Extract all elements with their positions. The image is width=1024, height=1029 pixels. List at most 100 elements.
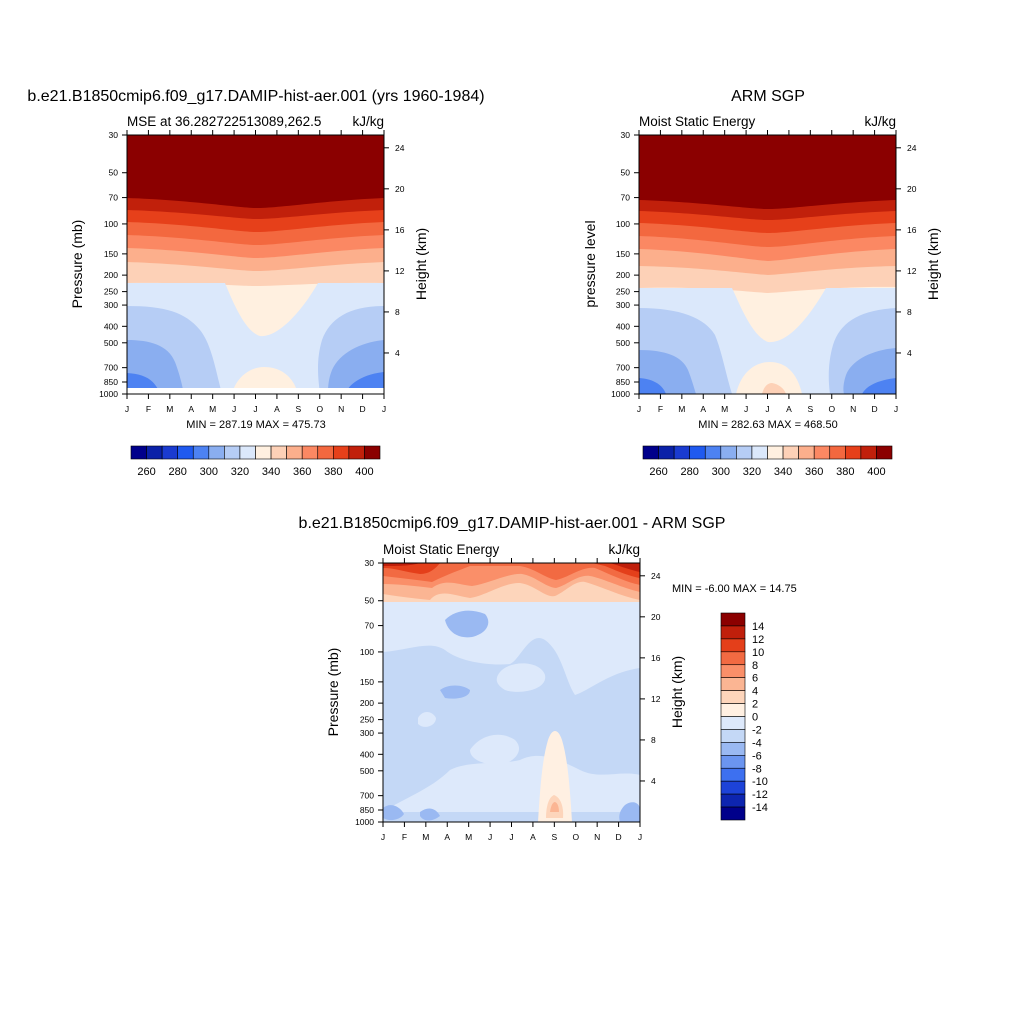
colorbar-swatch xyxy=(845,445,862,460)
x-tick-label: A xyxy=(700,404,706,414)
colorbar-swatch xyxy=(751,445,768,460)
colorbar-swatch xyxy=(208,445,225,460)
y-tick-label: 400 xyxy=(616,321,630,331)
y2-tick-label: 24 xyxy=(651,571,661,581)
y2-tick-label: 12 xyxy=(395,266,405,276)
x-tick-label: D xyxy=(616,832,622,842)
x-tick-label: D xyxy=(360,404,366,414)
y2-tick-label: 12 xyxy=(907,266,917,276)
y-tick-label: 70 xyxy=(109,193,119,203)
y-tick-label: 50 xyxy=(365,596,375,606)
y-tick-label: 850 xyxy=(360,805,374,815)
stats-model: MIN = 287.19 MAX = 475.73 xyxy=(186,419,325,431)
colorbar-label: 280 xyxy=(681,466,699,478)
colorbar-swatch xyxy=(224,445,241,460)
colorbar-label: 320 xyxy=(743,466,761,478)
colorbar-swatch xyxy=(720,767,746,782)
x-tick-label: S xyxy=(807,404,813,414)
colorbar-swatch xyxy=(255,445,272,460)
y2-axis-label-diff: Height (km) xyxy=(669,656,685,728)
y-tick-label: 150 xyxy=(360,677,374,687)
field-band-1 xyxy=(639,308,896,394)
y-tick-label: 200 xyxy=(104,270,118,280)
y2-axis-label-model: Height (km) xyxy=(413,228,429,300)
y-tick-label: 250 xyxy=(104,287,118,297)
x-tick-label: J xyxy=(894,404,898,414)
colorbar-label: -8 xyxy=(752,763,762,775)
y-tick-label: 500 xyxy=(616,338,630,348)
y-tick-label: 150 xyxy=(616,249,630,259)
axes-model: J F M A M J J A S O N D J 30 50 70 100 150 200 250 300 400 500… xyxy=(99,130,405,414)
colorbar-swatch xyxy=(317,445,334,460)
y-tick-label: 150 xyxy=(104,249,118,259)
y-tick-label: 250 xyxy=(616,287,630,297)
colorbar-swatch xyxy=(146,445,163,460)
y-tick-label: 100 xyxy=(360,647,374,657)
title-bottom-figure: b.e21.B1850cmip6.f09_g17.DAMIP-hist-aer.… xyxy=(299,515,726,532)
field-band-10 xyxy=(639,135,896,210)
colorbar-label: 400 xyxy=(867,466,885,478)
x-tick-label: J xyxy=(488,832,492,842)
y-axis-label-diff: Pressure (mb) xyxy=(325,648,341,737)
colorbar-swatch xyxy=(720,625,746,640)
y2-axis-label-obs: Height (km) xyxy=(925,228,941,300)
y-tick-label: 50 xyxy=(621,168,631,178)
colorbar-swatch xyxy=(720,638,746,653)
x-tick-label: M xyxy=(166,404,173,414)
field-zero-patch-2 xyxy=(496,663,546,692)
x-tick-label: J xyxy=(125,404,129,414)
panel-right-title-obs: kJ/kg xyxy=(864,114,896,129)
colorbar-swatch xyxy=(192,445,210,460)
y-tick-label: 250 xyxy=(360,715,374,725)
x-tick-label: A xyxy=(444,832,450,842)
panel-obs: Moist Static Energy kJ/kg pressure level… xyxy=(582,114,941,478)
x-tick-label: M xyxy=(678,404,685,414)
colorbar-swatch xyxy=(673,445,690,460)
x-tick-label: A xyxy=(274,404,280,414)
x-tick-label: J xyxy=(232,404,236,414)
colorbar-label: 2 xyxy=(752,699,758,711)
field-band-warm-core xyxy=(762,383,786,394)
colorbar-swatch xyxy=(876,445,893,460)
field-zero-patch-5 xyxy=(470,734,520,765)
field-pos-plume xyxy=(538,731,572,822)
field-neg-patch-1 xyxy=(445,610,489,638)
colorbar-swatch xyxy=(301,445,319,460)
y2-tick-label: 4 xyxy=(651,776,656,786)
field-band-10 xyxy=(127,135,384,210)
field-zero-patch-4 xyxy=(383,755,640,812)
colorbar-swatch xyxy=(720,651,746,666)
x-tick-label: O xyxy=(316,404,323,414)
colorbar-swatch xyxy=(286,445,303,460)
colorbar-swatch xyxy=(720,729,746,743)
x-tick-label: J xyxy=(638,832,642,842)
x-tick-label: A xyxy=(786,404,792,414)
y-tick-label: 700 xyxy=(360,791,374,801)
y2-tick-label: 24 xyxy=(907,143,917,153)
colorbar-swatch xyxy=(798,445,815,460)
y-tick-label: 700 xyxy=(104,363,118,373)
field-lower-band xyxy=(383,602,640,610)
panel-left-title-diff: Moist Static Energy xyxy=(383,542,500,557)
colorbar-swatch xyxy=(767,445,784,460)
y-tick-label: 300 xyxy=(360,728,374,738)
field-zero-patch-6 xyxy=(418,712,436,727)
y2-tick-label: 4 xyxy=(907,348,912,358)
colorbar-label: 280 xyxy=(169,466,187,478)
colorbar-swatch xyxy=(720,703,746,717)
y-tick-label: 1000 xyxy=(355,817,374,827)
field-neg-patch-3 xyxy=(383,802,640,822)
colorbar-swatch xyxy=(720,755,746,769)
x-tick-label: J xyxy=(509,832,513,842)
colorbar-label: -12 xyxy=(752,789,768,801)
x-tick-label: O xyxy=(828,404,835,414)
y-tick-label: 400 xyxy=(104,321,118,331)
panel-diff: Moist Static Energy kJ/kg Pressure (mb) … xyxy=(325,542,797,842)
colorbar-swatch xyxy=(177,445,194,460)
field-neg-patch-2 xyxy=(440,685,470,699)
colorbar-swatch xyxy=(720,690,746,704)
colorbar-swatch xyxy=(333,445,350,460)
colorbar-label: 380 xyxy=(836,466,854,478)
colorbar-label: 340 xyxy=(774,466,792,478)
colorbar-swatch xyxy=(720,612,746,627)
